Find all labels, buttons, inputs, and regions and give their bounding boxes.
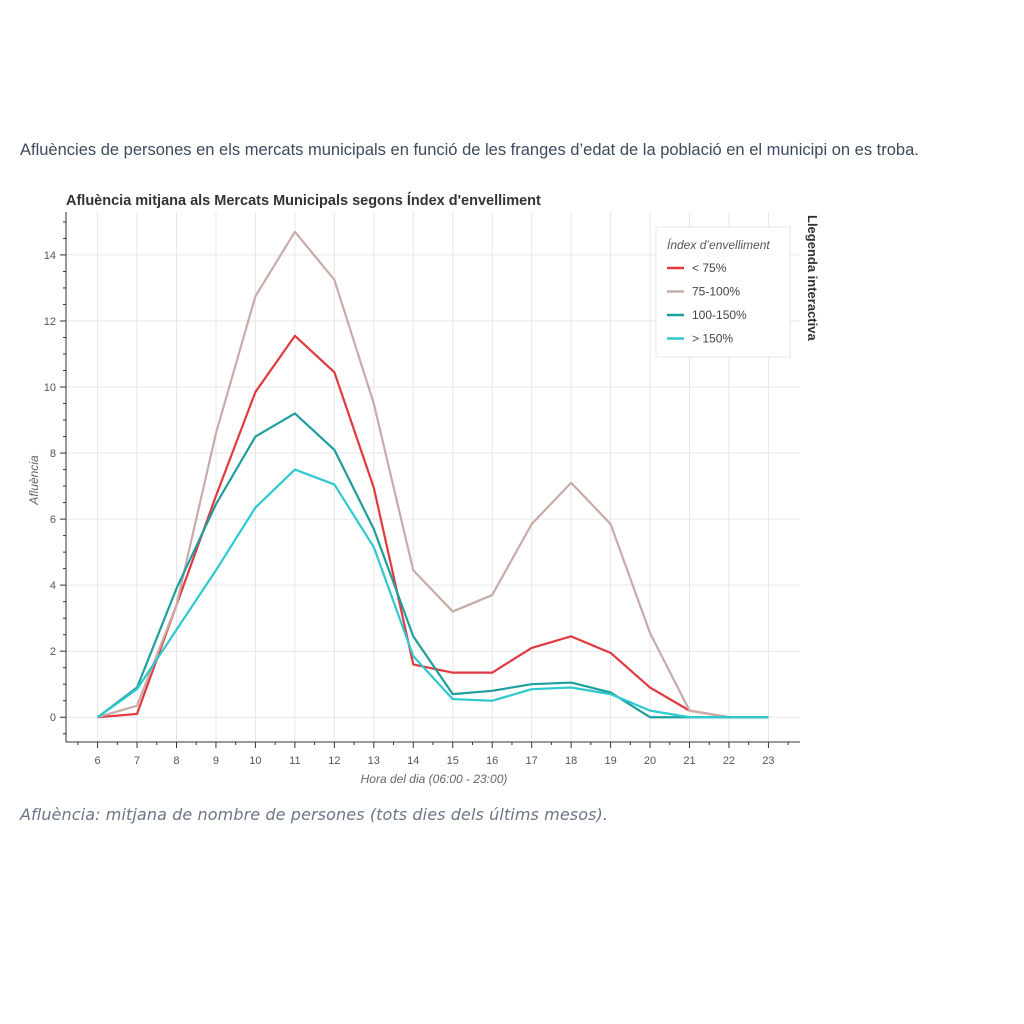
legend-title: Índex d’envelliment: [667, 237, 770, 252]
legend-label: 100-150%: [692, 308, 747, 322]
series-line-3[interactable]: [96, 412, 769, 719]
y-tick-label: 10: [44, 382, 56, 394]
series-line-4[interactable]: [96, 468, 769, 719]
series-line-1[interactable]: [97, 334, 769, 719]
legend-side-label[interactable]: Llegenda interactiva: [805, 215, 820, 341]
y-tick-label: 4: [50, 580, 56, 592]
series-line-2[interactable]: [97, 230, 769, 719]
x-tick-label: 11: [289, 755, 300, 767]
x-tick-label: 18: [565, 755, 577, 767]
x-tick-label: 14: [407, 755, 419, 767]
legend-item[interactable]: 75-100%: [667, 285, 740, 299]
chart-title: Afluència mitjana als Mercats Municipals…: [66, 192, 541, 209]
x-tick-label: 17: [526, 755, 538, 767]
grid-lines: [66, 212, 800, 742]
y-tick-label: 8: [50, 448, 56, 460]
x-tick-label: 10: [249, 755, 261, 767]
x-tick-label: 22: [723, 755, 735, 767]
y-tick-label: 14: [44, 250, 56, 262]
y-tick-label: 6: [50, 514, 56, 526]
x-tick-label: 16: [486, 755, 498, 767]
x-tick-label: 23: [762, 755, 774, 767]
intro-text: Afluències de persones en els mercats mu…: [20, 141, 919, 159]
legend-label: 75-100%: [692, 285, 740, 299]
legend[interactable]: Índex d’envelliment < 75% 75-100% 100-150%…: [655, 226, 791, 358]
x-tick-label: 13: [368, 755, 380, 767]
series-lines: [96, 230, 769, 719]
axes: 0 2 4 6 8 10 12 14 6 7 8 9 10 11 12 13 14 15 16 17 18 19 20 21 2…: [44, 212, 800, 767]
x-tick-label: 7: [134, 755, 140, 767]
x-tick-label: 8: [173, 755, 179, 767]
y-tick-label: 12: [44, 316, 56, 328]
legend-label: < 75%: [692, 261, 727, 275]
legend-item[interactable]: < 75%: [667, 261, 727, 275]
x-tick-label: 15: [447, 755, 459, 767]
x-tick-label: 19: [604, 755, 616, 767]
legend-item[interactable]: 100-150%: [667, 308, 747, 322]
x-tick-label: 9: [213, 755, 219, 767]
caption-text: Afluència: mitjana de nombre de persones…: [20, 805, 609, 824]
y-tick-label: 2: [50, 646, 56, 658]
x-tick-label: 6: [95, 755, 101, 767]
x-tick-label: 20: [644, 755, 656, 767]
x-tick-label: 12: [328, 755, 340, 767]
x-tick-label: 21: [683, 755, 695, 767]
x-axis-label: Hora del dia (06:00 - 23:00): [361, 772, 508, 786]
legend-label: > 150%: [692, 332, 733, 346]
y-axis-label: Afluència: [27, 455, 41, 506]
y-tick-label: 0: [50, 712, 56, 724]
legend-item[interactable]: > 150%: [667, 332, 733, 346]
